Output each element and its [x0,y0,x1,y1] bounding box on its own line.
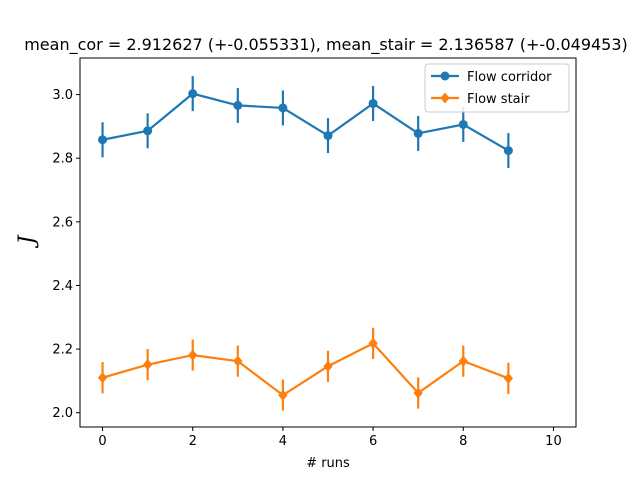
data-point [323,131,333,141]
y-tick-label: 2.6 [52,215,73,230]
data-point [188,89,198,99]
data-point [368,98,378,108]
data-point [458,119,468,129]
axis-ticks: 0 2 4 6 8 10 2.0 2.2 2.4 2.6 2.8 3.0 [52,88,561,449]
series-line [102,92,509,152]
series-layer [97,76,514,411]
legend-item: Flow corridor [431,70,552,85]
data-point [143,126,153,136]
data-point [233,355,243,367]
legend-label: Flow corridor [467,70,552,85]
legend-label: Flow stair [467,92,530,107]
y-tick-label: 3.0 [52,88,73,103]
legend: Flow corridor Flow stair [424,63,570,113]
data-point [503,146,513,156]
y-tick-label: 2.8 [52,152,73,167]
legend-marker [440,92,450,104]
y-axis-label: J [15,234,40,248]
legend-item: Flow stair [431,92,530,107]
data-point [413,387,423,399]
x-tick-label: 6 [369,434,377,449]
series-stair [97,327,514,411]
plot-area [79,57,577,428]
x-axis-label: # runs [306,456,350,471]
x-tick-label: 8 [459,434,467,449]
data-point [413,128,423,138]
x-tick-label: 4 [279,434,287,449]
x-tick-label: 0 [98,434,106,449]
y-tick-label: 2.4 [52,279,73,294]
data-point [98,135,108,145]
y-tick-label: 2.2 [52,343,73,358]
series-line [102,341,509,397]
x-tick-label: 10 [545,434,562,449]
series-corridor [98,76,513,169]
data-point [278,103,288,113]
data-point [368,337,378,349]
data-point [323,360,333,372]
data-point [188,349,198,361]
plot-frame [79,57,577,428]
x-tick-label: 2 [189,434,197,449]
legend-box [424,63,570,113]
data-point [503,372,514,384]
data-point [97,372,108,384]
legend-marker [440,71,450,81]
chart-title: mean_cor = 2.912627 (+-0.055331), mean_s… [24,35,628,55]
data-point [458,355,468,367]
y-tick-label: 2.0 [52,406,73,421]
data-point [233,100,243,110]
data-point [278,389,288,401]
data-point [142,359,153,371]
